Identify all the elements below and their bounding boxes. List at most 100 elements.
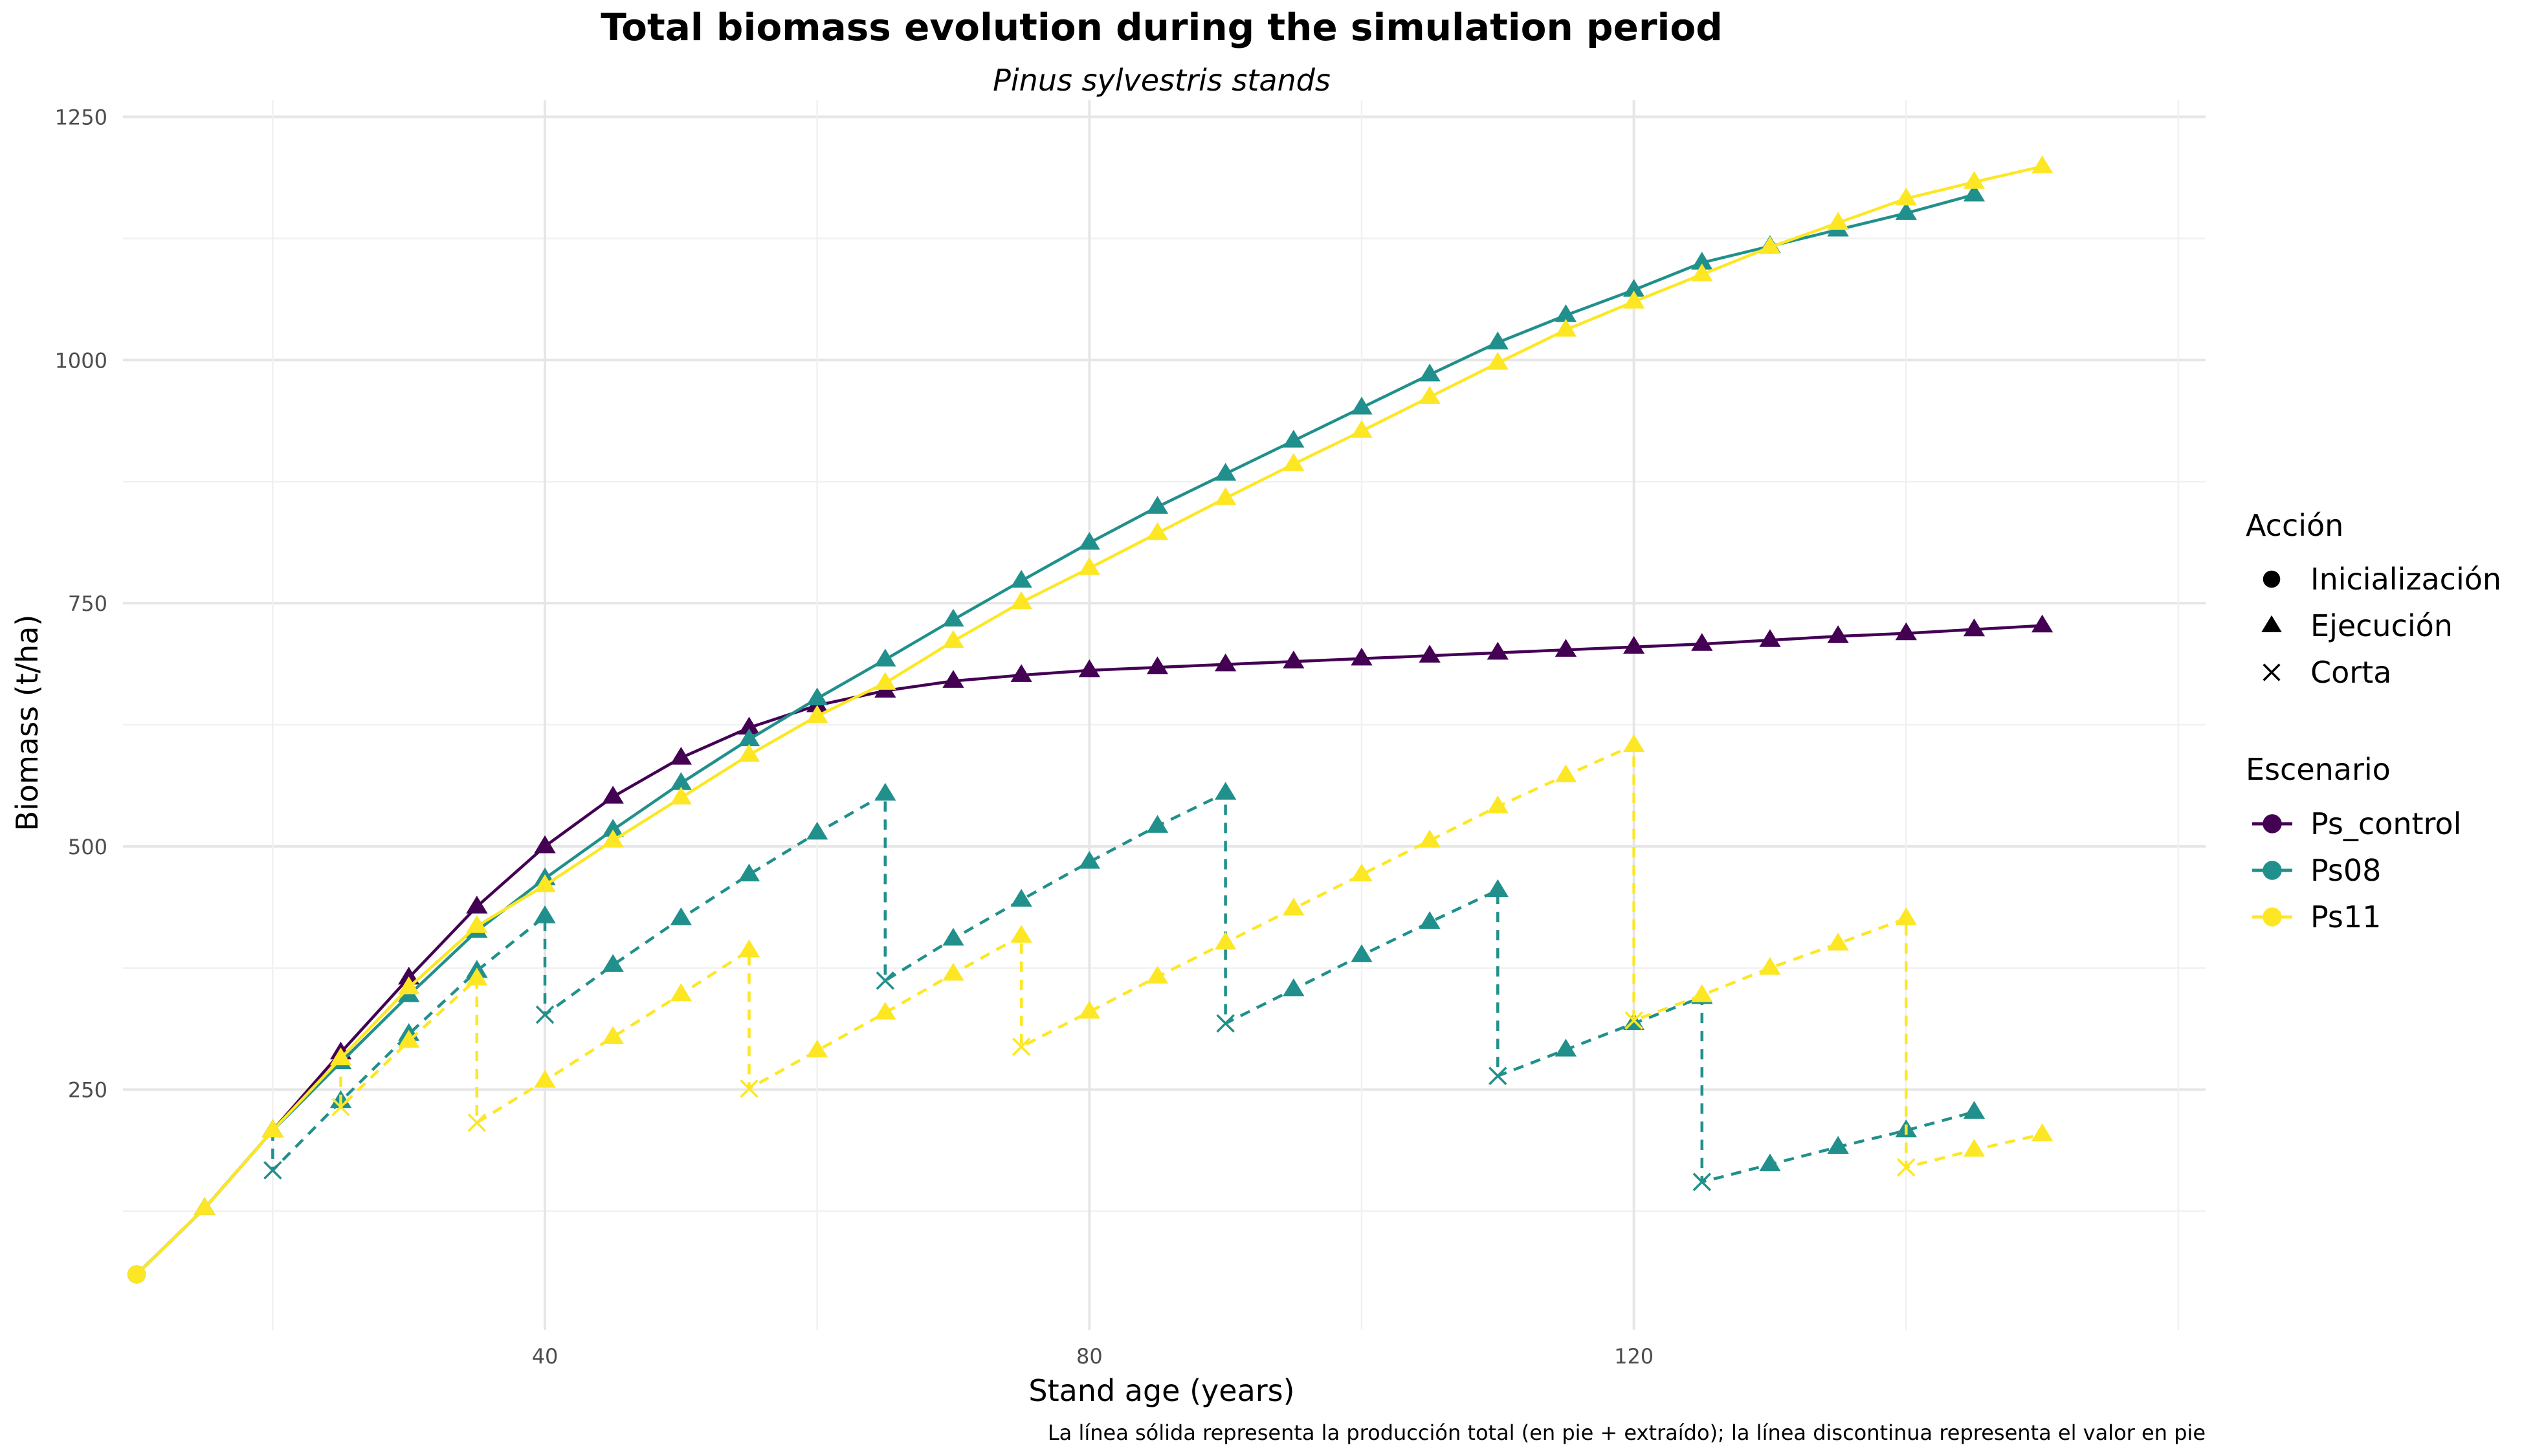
triangle-marker bbox=[1010, 925, 1032, 943]
triangle-marker bbox=[1555, 318, 1577, 337]
series-layer bbox=[127, 155, 2054, 1284]
triangle-marker bbox=[1555, 1039, 1577, 1057]
y-tick-label: 750 bbox=[68, 591, 107, 616]
triangle-marker bbox=[1214, 782, 1237, 800]
triangle-marker bbox=[1351, 397, 1373, 415]
cross-marker bbox=[1489, 1066, 1507, 1085]
triangle-marker bbox=[738, 716, 760, 735]
x-tick-labels: 40 80 120 bbox=[532, 1344, 1654, 1369]
triangle-marker bbox=[874, 1001, 896, 1020]
series-Ps11-solid bbox=[127, 155, 2054, 1284]
y-tick-label: 250 bbox=[68, 1078, 107, 1103]
triangle-marker bbox=[942, 927, 964, 946]
triangle-marker bbox=[1419, 386, 1441, 404]
triangle-marker bbox=[1895, 202, 1917, 220]
triangle-marker bbox=[1283, 430, 1305, 448]
triangle-marker bbox=[1487, 879, 1509, 898]
triangle-marker bbox=[1283, 978, 1305, 997]
triangle-marker bbox=[1078, 1000, 1100, 1019]
triangle-marker bbox=[1827, 212, 1849, 230]
triangle-marker bbox=[1827, 932, 1849, 951]
circle-marker bbox=[2263, 907, 2282, 927]
triangle-marker bbox=[194, 1197, 216, 1215]
triangle-marker bbox=[1895, 907, 1917, 925]
triangle-marker bbox=[1555, 304, 1577, 322]
triangle-marker bbox=[1963, 1138, 1986, 1157]
triangle-marker bbox=[942, 630, 964, 648]
legend-color-title: Escenario bbox=[2246, 752, 2391, 787]
triangle-marker bbox=[942, 670, 964, 688]
chart-caption: La línea sólida representa la producción… bbox=[1048, 1420, 2206, 1445]
triangle-marker bbox=[1146, 815, 1169, 833]
cross-marker bbox=[2263, 663, 2281, 681]
triangle-marker bbox=[1963, 618, 1986, 637]
triangle-marker bbox=[1146, 496, 1169, 514]
triangle-marker bbox=[1827, 625, 1849, 643]
series-line bbox=[135, 193, 1975, 1275]
circle-marker bbox=[2263, 814, 2282, 833]
triangle-marker bbox=[670, 907, 692, 925]
triangle-marker bbox=[806, 687, 828, 705]
triangle-marker bbox=[1691, 263, 1713, 281]
triangle-marker bbox=[602, 954, 624, 972]
circle-marker bbox=[2263, 861, 2282, 880]
chart-subtitle: Pinus sylvestris stands bbox=[993, 63, 1331, 98]
triangle-marker bbox=[1078, 531, 1100, 550]
cross-marker bbox=[1216, 1014, 1235, 1033]
triangle-marker bbox=[398, 976, 420, 995]
triangle-marker bbox=[1487, 641, 1509, 660]
cross-marker bbox=[740, 1079, 758, 1098]
triangle-marker bbox=[1419, 363, 1441, 382]
triangle-marker bbox=[942, 608, 964, 627]
triangle-marker bbox=[1691, 984, 1713, 1002]
legend: Acción Inicialización Ejecución Corta Escena… bbox=[2246, 508, 2501, 934]
x-tick-label: 40 bbox=[532, 1344, 559, 1369]
triangle-marker bbox=[1963, 171, 1986, 189]
cross-marker bbox=[535, 1005, 555, 1024]
triangle-marker bbox=[1487, 331, 1509, 349]
triangle-marker bbox=[670, 747, 692, 765]
y-tick-label: 500 bbox=[68, 835, 107, 859]
triangle-marker bbox=[1078, 850, 1100, 869]
triangle-marker bbox=[534, 905, 556, 923]
x-axis-title: Stand age (years) bbox=[1028, 1373, 1294, 1408]
triangle-marker bbox=[1010, 569, 1032, 588]
triangle-marker bbox=[1895, 622, 1917, 641]
triangle-marker bbox=[1283, 650, 1305, 668]
triangle-marker bbox=[1759, 236, 1781, 254]
circle-marker bbox=[2263, 570, 2281, 588]
legend-shape-label: Inicialización bbox=[2310, 562, 2501, 597]
legend-color-label: Ps_control bbox=[2310, 806, 2461, 841]
triangle-marker bbox=[2031, 1123, 2054, 1142]
triangle-marker bbox=[1759, 1153, 1781, 1172]
triangle-marker bbox=[1827, 1136, 1849, 1154]
triangle-marker bbox=[1146, 522, 1169, 540]
legend-color-label: Ps11 bbox=[2310, 899, 2381, 934]
triangle-marker bbox=[1214, 931, 1237, 950]
y-tick-labels: 250 500 750 1000 1250 bbox=[55, 105, 107, 1103]
grid-lines bbox=[123, 100, 2206, 1330]
x-tick-label: 80 bbox=[1076, 1344, 1103, 1369]
triangle-marker bbox=[738, 939, 760, 958]
triangle-marker bbox=[874, 672, 896, 690]
triangle-marker bbox=[874, 648, 896, 667]
triangle-marker bbox=[1146, 965, 1169, 984]
triangle-marker bbox=[398, 966, 420, 985]
triangle-marker bbox=[1622, 635, 1645, 654]
cross-marker bbox=[1692, 1173, 1712, 1191]
series-Ps_control-solid bbox=[127, 614, 2054, 1284]
chart-title: Total biomass evolution during the simul… bbox=[601, 5, 1722, 49]
series-line bbox=[339, 744, 2043, 1169]
triangle-marker bbox=[1622, 291, 1645, 309]
circle-marker bbox=[127, 1265, 146, 1284]
triangle-marker bbox=[2261, 615, 2282, 633]
triangle-marker bbox=[1214, 487, 1237, 505]
cross-marker bbox=[1624, 1011, 1643, 1030]
triangle-marker bbox=[1283, 453, 1305, 471]
triangle-marker bbox=[602, 829, 624, 848]
triangle-marker bbox=[1078, 557, 1100, 575]
cross-marker bbox=[263, 1161, 282, 1180]
triangle-marker bbox=[329, 1047, 352, 1066]
triangle-marker bbox=[1283, 898, 1305, 916]
